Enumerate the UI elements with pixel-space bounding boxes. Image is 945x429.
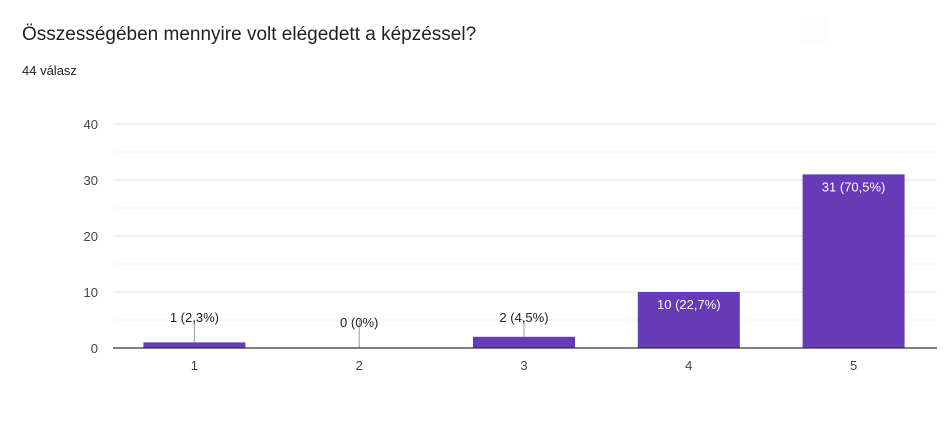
y-tick-label: 30 (84, 173, 98, 188)
x-tick-label: 5 (850, 358, 857, 373)
y-tick-label: 10 (84, 285, 98, 300)
y-tick-label: 0 (91, 341, 98, 356)
bar (802, 174, 905, 348)
data-label: 1 (2,3%) (170, 310, 219, 325)
data-label: 10 (22,7%) (657, 297, 721, 312)
data-label: 2 (4,5%) (499, 310, 548, 325)
data-label: 0 (0%) (340, 315, 378, 330)
x-tick-label: 1 (191, 358, 198, 373)
x-tick-label: 3 (520, 358, 527, 373)
bar (473, 336, 575, 348)
copy-chart-button[interactable] (800, 16, 830, 46)
data-label: 31 (70,5%) (822, 179, 886, 194)
bar (637, 292, 740, 348)
response-count: 44 válasz (22, 63, 77, 78)
x-tick-label: 2 (356, 358, 363, 373)
y-tick-label: 20 (84, 229, 98, 244)
question-title: Összességében mennyire volt elégedett a … (22, 24, 477, 45)
bar (143, 342, 246, 348)
x-tick-label: 4 (685, 358, 692, 373)
y-tick-label: 40 (84, 117, 98, 132)
